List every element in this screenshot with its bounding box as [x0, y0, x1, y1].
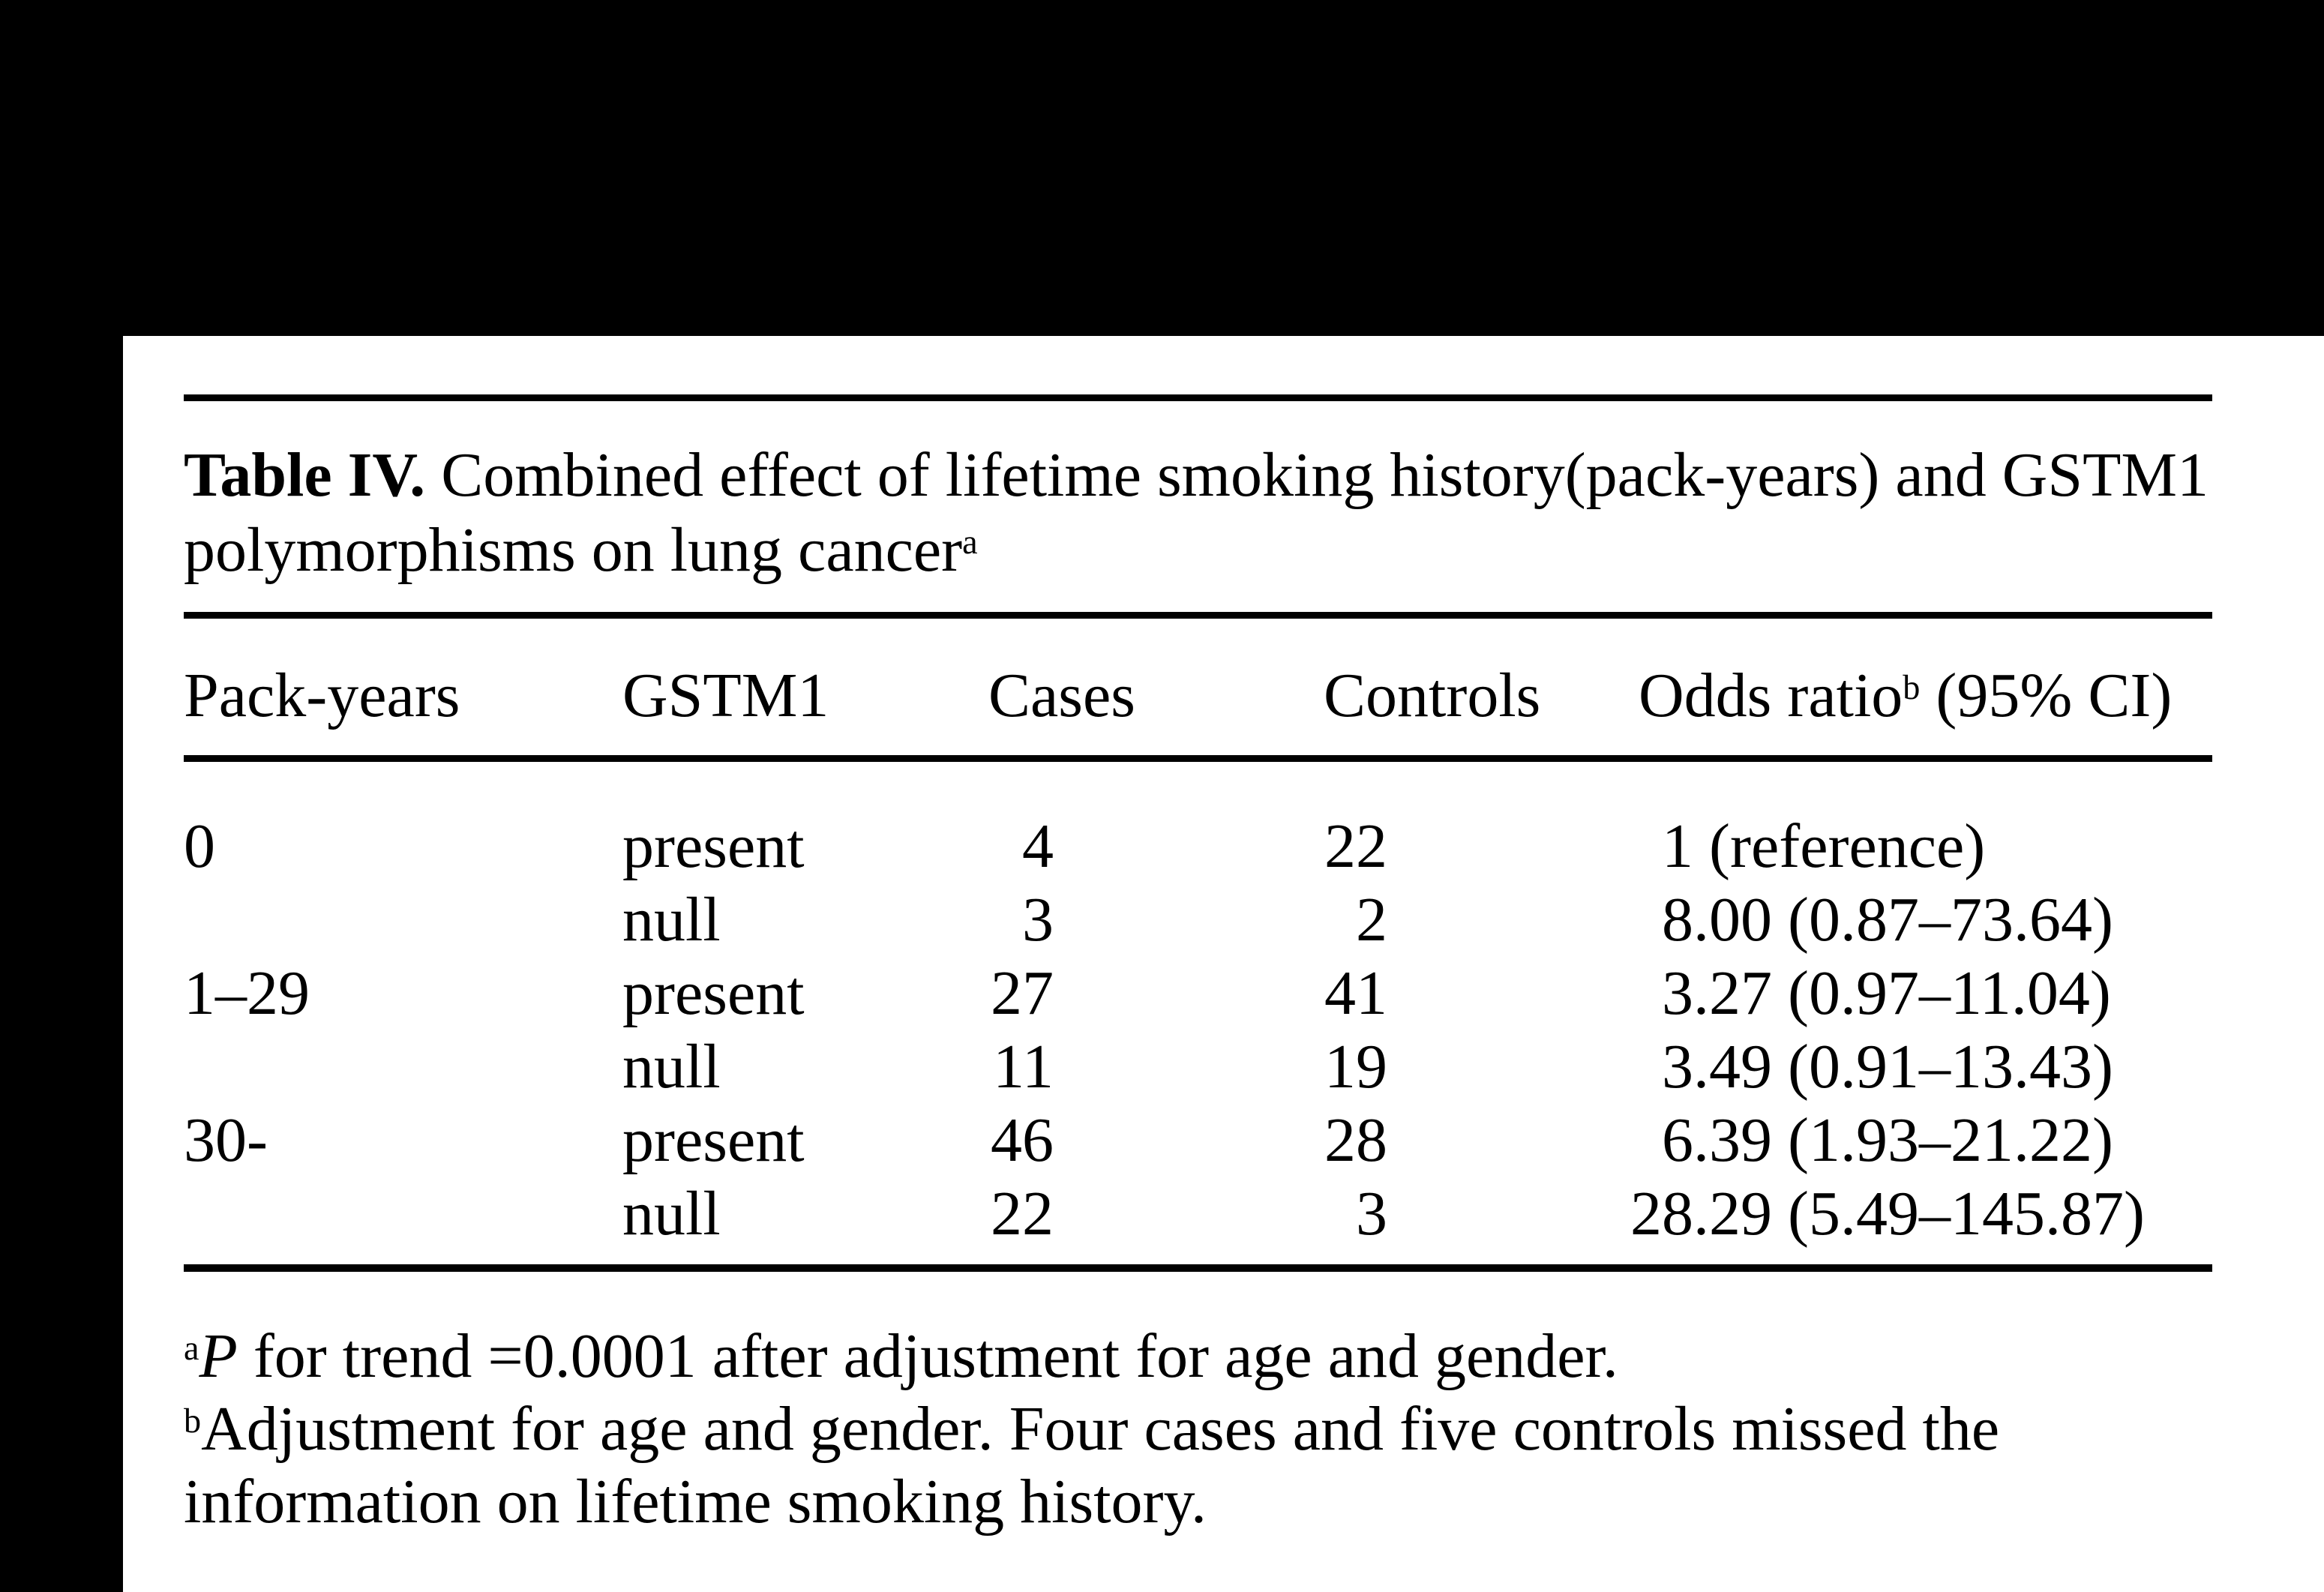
- table-row: 1–29 present 27 41 3.27 (0.97–11.04): [184, 957, 2212, 1030]
- table-caption-label: Table IV.: [184, 440, 426, 510]
- odds-ratio-value: 3: [1662, 958, 1693, 1028]
- odds-ratio-ci: .49 (0.91–13.43): [1693, 1032, 2113, 1102]
- table-top-rule: [184, 394, 2212, 401]
- table-body: 0 present 4 22 1 (reference) null 3 2 8.…: [184, 810, 2212, 1252]
- odds-ratio-header-ci: (95% CI): [1920, 661, 2173, 730]
- cell-odds-ratio: 3.49 (0.91–13.43): [1603, 1030, 2113, 1104]
- column-header-gstm1: GSTM1: [622, 661, 829, 730]
- table-caption: Table IV. Combined effect of lifetime sm…: [184, 438, 2212, 588]
- table-row: null 22 3 28.29 (5.49–145.87): [184, 1177, 2212, 1251]
- odds-ratio-ci: .29 (5.49–145.87): [1693, 1179, 2145, 1249]
- cell-pack-years: 30-: [184, 1105, 268, 1175]
- table-caption-text: Combined effect of lifetime smoking hist…: [184, 440, 2209, 585]
- cell-gstm1: null: [622, 1179, 721, 1249]
- footnote-a-marker: a: [184, 1328, 199, 1367]
- table-row: 30- present 46 28 6.39 (1.93–21.22): [184, 1104, 2212, 1177]
- cell-pack-years: 0: [184, 811, 215, 881]
- cell-odds-ratio: 6.39 (1.93–21.22): [1603, 1104, 2113, 1177]
- column-header-cases: Cases: [988, 661, 1135, 730]
- cell-cases: 46: [991, 1105, 1054, 1175]
- cell-controls: 2: [1356, 885, 1387, 955]
- cell-controls: 19: [1324, 1032, 1387, 1102]
- cell-gstm1: null: [622, 885, 721, 955]
- paper-page: Table IV. Combined effect of lifetime sm…: [123, 336, 2324, 1592]
- odds-ratio-value: 1: [1662, 811, 1693, 881]
- cell-cases: 11: [993, 1032, 1054, 1102]
- table-bottom-rule: [184, 1264, 2212, 1272]
- cell-controls: 22: [1324, 811, 1387, 881]
- odds-ratio-ci: .39 (1.93–21.22): [1693, 1105, 2113, 1175]
- footnote-a-p: P: [199, 1321, 238, 1391]
- odds-ratio-ci: .27 (0.97–11.04): [1693, 958, 2111, 1028]
- column-header-controls: Controls: [1324, 661, 1541, 730]
- cell-odds-ratio: 28.29 (5.49–145.87): [1603, 1177, 2145, 1251]
- odds-ratio-value: 6: [1662, 1105, 1693, 1175]
- caption-separator-rule: [184, 612, 2212, 619]
- odds-ratio-header-superscript: b: [1903, 667, 1921, 706]
- cell-gstm1: present: [622, 958, 805, 1028]
- table-row: null 3 2 8.00 (0.87–73.64): [184, 883, 2212, 957]
- cell-controls: 3: [1356, 1179, 1387, 1249]
- cell-pack-years: 1–29: [184, 958, 310, 1028]
- cell-cases: 4: [1022, 811, 1054, 881]
- cell-odds-ratio: 3.27 (0.97–11.04): [1603, 957, 2111, 1030]
- cell-controls: 41: [1324, 958, 1387, 1028]
- footnote-b-marker: b: [184, 1401, 202, 1440]
- header-separator-rule: [184, 755, 2212, 762]
- odds-ratio-header-text: Odds ratio: [1639, 661, 1903, 730]
- cell-gstm1: present: [622, 811, 805, 881]
- odds-ratio-ci: .00 (0.87–73.64): [1693, 885, 2113, 955]
- footnote-b-text: Adjustment for age and gender. Four case…: [184, 1394, 2000, 1537]
- footnote-a: aP for trend =0.0001 after adjustment fo…: [184, 1320, 2212, 1393]
- cell-gstm1: null: [622, 1032, 721, 1102]
- footnote-b: bAdjustment for age and gender. Four cas…: [184, 1393, 2212, 1538]
- cell-gstm1: present: [622, 1105, 805, 1175]
- footnotes: aP for trend =0.0001 after adjustment fo…: [184, 1320, 2212, 1538]
- table-row: 0 present 4 22 1 (reference): [184, 810, 2212, 883]
- table-header-row: Pack-years GSTM1 Cases Controls Odds rat…: [184, 658, 2212, 733]
- cell-odds-ratio: 8.00 (0.87–73.64): [1603, 883, 2113, 957]
- cell-cases: 27: [991, 958, 1054, 1028]
- column-header-odds-ratio: Odds ratiob (95% CI): [1639, 658, 2172, 733]
- table-caption-superscript: a: [962, 522, 978, 561]
- cell-controls: 28: [1324, 1105, 1387, 1175]
- footnote-a-text: for trend =0.0001 after adjustment for a…: [237, 1321, 1618, 1391]
- cell-cases: 22: [991, 1179, 1054, 1249]
- cell-odds-ratio: 1 (reference): [1603, 810, 1985, 883]
- column-header-pack-years: Pack-years: [184, 661, 460, 730]
- cell-cases: 3: [1022, 885, 1054, 955]
- odds-ratio-value: 28: [1630, 1179, 1693, 1249]
- odds-ratio-ci: (reference): [1693, 811, 1986, 881]
- odds-ratio-value: 8: [1662, 885, 1693, 955]
- odds-ratio-value: 3: [1662, 1032, 1693, 1102]
- table-row: null 11 19 3.49 (0.91–13.43): [184, 1030, 2212, 1104]
